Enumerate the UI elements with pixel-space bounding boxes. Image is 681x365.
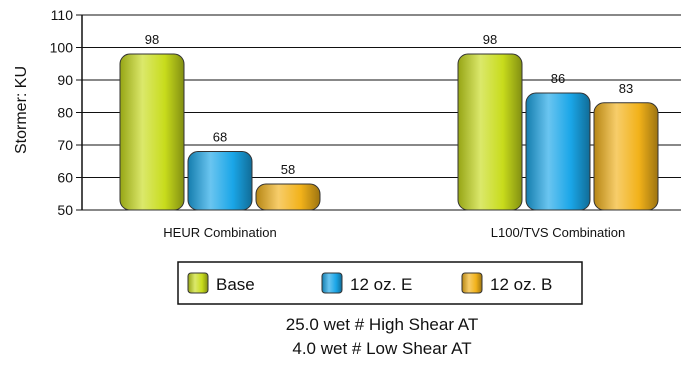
y-tick-label: 60 [57,170,73,186]
bar-12-oz-e-1 [187,151,253,211]
y-tick-label: 110 [51,7,74,23]
value-label: 86 [551,71,565,86]
value-label: 68 [213,130,227,145]
y-axis-ticks: 50 60 70 80 90 100 110 [50,7,82,218]
legend-swatch [321,272,343,294]
legend-frame [177,261,583,305]
legend-label: 12 oz. E [350,275,412,294]
y-axis-label: Stormer: KU [13,66,30,154]
y-tick-label: 90 [57,72,73,88]
legend-swatch [461,272,483,294]
y-tick-label: 80 [57,105,73,121]
legend-label: Base [216,275,255,294]
legend-label: 12 oz. B [490,275,552,294]
value-label: 98 [483,32,497,47]
value-label: 83 [619,81,633,96]
value-labels: 98 68 58 98 86 83 [145,32,633,177]
bars [119,53,659,211]
category-label: HEUR Combination [163,225,276,240]
y-tick-label: 70 [57,137,73,153]
legend-swatch [187,272,209,294]
category-label: L100/TVS Combination [491,225,625,240]
bar-12-oz-b-1 [255,183,321,211]
legend-items: Base 12 oz. E 12 oz. B [187,272,552,294]
bar-base-1 [119,53,185,211]
y-tick-label: 100 [50,40,74,56]
category-labels: HEUR Combination L100/TVS Combination [163,225,625,240]
bar-base-2 [457,53,523,211]
bar-12-oz-b-2 [593,102,659,211]
footnote-line-2: 4.0 wet # Low Shear AT [292,339,471,358]
y-tick-label: 50 [57,202,73,218]
value-label: 58 [281,162,295,177]
legend: Base 12 oz. E 12 oz. B [177,261,583,305]
footnote-line-1: 25.0 wet # High Shear AT [286,315,478,334]
bar-12-oz-e-2 [525,92,591,211]
value-label: 98 [145,32,159,47]
